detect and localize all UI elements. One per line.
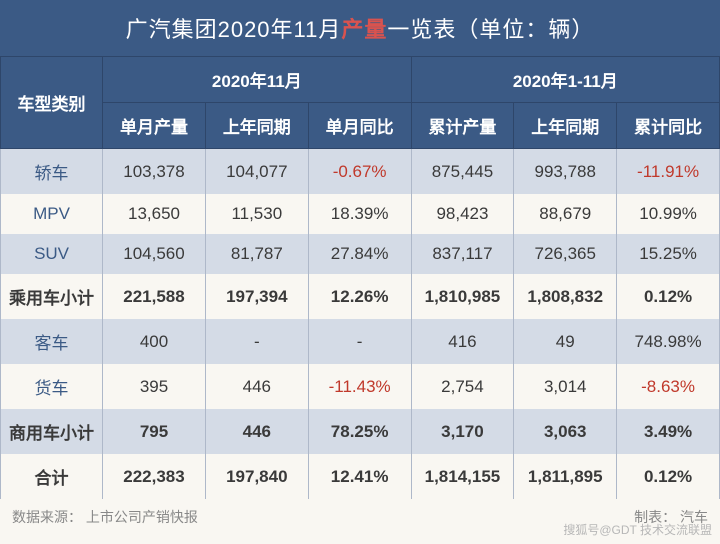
cell: 1,811,895 — [514, 454, 617, 499]
header-category: 车型类别 — [1, 57, 103, 149]
watermark-text: 搜狐号@GDT 技术交流联盟 — [563, 523, 712, 537]
cell: 104,560 — [103, 234, 206, 274]
cell: 197,394 — [205, 274, 308, 319]
cell: 商用车小计 — [1, 409, 103, 454]
cell: 748.98% — [617, 319, 720, 364]
title-post: 一览表（单位：辆） — [387, 17, 594, 42]
table-row: 客车400--41649748.98% — [1, 319, 720, 364]
cell: 1,810,985 — [411, 274, 514, 319]
cell: 993,788 — [514, 149, 617, 195]
cell: 837,117 — [411, 234, 514, 274]
cell: 3,014 — [514, 364, 617, 409]
cell: 81,787 — [205, 234, 308, 274]
cell: 104,077 — [205, 149, 308, 195]
table-row: 合计222,383197,84012.41%1,814,1551,811,895… — [1, 454, 720, 499]
cell: 3.49% — [617, 409, 720, 454]
cell: 98,423 — [411, 194, 514, 234]
cell: 222,383 — [103, 454, 206, 499]
watermark: 搜狐号@GDT 技术交流联盟 — [563, 521, 712, 538]
cell: 875,445 — [411, 149, 514, 195]
cell: 13,650 — [103, 194, 206, 234]
header-col4: 累计产量 — [411, 103, 514, 149]
cell: 726,365 — [514, 234, 617, 274]
cell: 客车 — [1, 319, 103, 364]
cell: -11.43% — [308, 364, 411, 409]
cell: -11.91% — [617, 149, 720, 195]
cell: 1,814,155 — [411, 454, 514, 499]
source-left-value: 上市公司产销快报 — [86, 509, 198, 525]
cell: 395 — [103, 364, 206, 409]
table-row: 轿车103,378104,077-0.67%875,445993,788-11.… — [1, 149, 720, 195]
cell: 78.25% — [308, 409, 411, 454]
cell: SUV — [1, 234, 103, 274]
production-table: 车型类别 2020年11月 2020年1-11月 单月产量 上年同期 单月同比 … — [0, 56, 720, 499]
header-col3: 单月同比 — [308, 103, 411, 149]
header-col1: 单月产量 — [103, 103, 206, 149]
cell: 446 — [205, 364, 308, 409]
cell: 416 — [411, 319, 514, 364]
table-row: SUV104,56081,78727.84%837,117726,36515.2… — [1, 234, 720, 274]
table-row: 货车395446-11.43%2,7543,014-8.63% — [1, 364, 720, 409]
cell: 795 — [103, 409, 206, 454]
cell: 1,808,832 — [514, 274, 617, 319]
table-title: 广汽集团2020年11月产量一览表（单位：辆） — [0, 0, 720, 56]
header-col6: 累计同比 — [617, 103, 720, 149]
table-row: 乘用车小计221,588197,39412.26%1,810,9851,808,… — [1, 274, 720, 319]
header-col5: 上年同期 — [514, 103, 617, 149]
source-left: 数据来源： 上市公司产销快报 — [12, 507, 198, 527]
cell: 乘用车小计 — [1, 274, 103, 319]
cell: - — [308, 319, 411, 364]
title-highlight: 产量 — [341, 17, 387, 42]
cell: 15.25% — [617, 234, 720, 274]
cell: 3,063 — [514, 409, 617, 454]
cell: 12.26% — [308, 274, 411, 319]
cell: 400 — [103, 319, 206, 364]
cell: 0.12% — [617, 454, 720, 499]
table-row: MPV13,65011,53018.39%98,42388,67910.99% — [1, 194, 720, 234]
cell: 11,530 — [205, 194, 308, 234]
header-group-month: 2020年11月 — [103, 57, 411, 103]
cell: -8.63% — [617, 364, 720, 409]
table-row: 商用车小计79544678.25%3,1703,0633.49% — [1, 409, 720, 454]
header-group-ytd: 2020年1-11月 — [411, 57, 719, 103]
cell: 2,754 — [411, 364, 514, 409]
table-body: 轿车103,378104,077-0.67%875,445993,788-11.… — [1, 149, 720, 500]
source-left-label: 数据来源： — [12, 509, 82, 525]
cell: 446 — [205, 409, 308, 454]
cell: 货车 — [1, 364, 103, 409]
cell: 合计 — [1, 454, 103, 499]
cell: 103,378 — [103, 149, 206, 195]
cell: - — [205, 319, 308, 364]
cell: 10.99% — [617, 194, 720, 234]
cell: 12.41% — [308, 454, 411, 499]
cell: 88,679 — [514, 194, 617, 234]
cell: 49 — [514, 319, 617, 364]
header-col2: 上年同期 — [205, 103, 308, 149]
cell: 轿车 — [1, 149, 103, 195]
cell: 18.39% — [308, 194, 411, 234]
cell: 197,840 — [205, 454, 308, 499]
cell: -0.67% — [308, 149, 411, 195]
cell: 0.12% — [617, 274, 720, 319]
cell: 3,170 — [411, 409, 514, 454]
cell: 27.84% — [308, 234, 411, 274]
title-pre: 广汽集团2020年11月 — [126, 17, 342, 42]
cell: MPV — [1, 194, 103, 234]
cell: 221,588 — [103, 274, 206, 319]
